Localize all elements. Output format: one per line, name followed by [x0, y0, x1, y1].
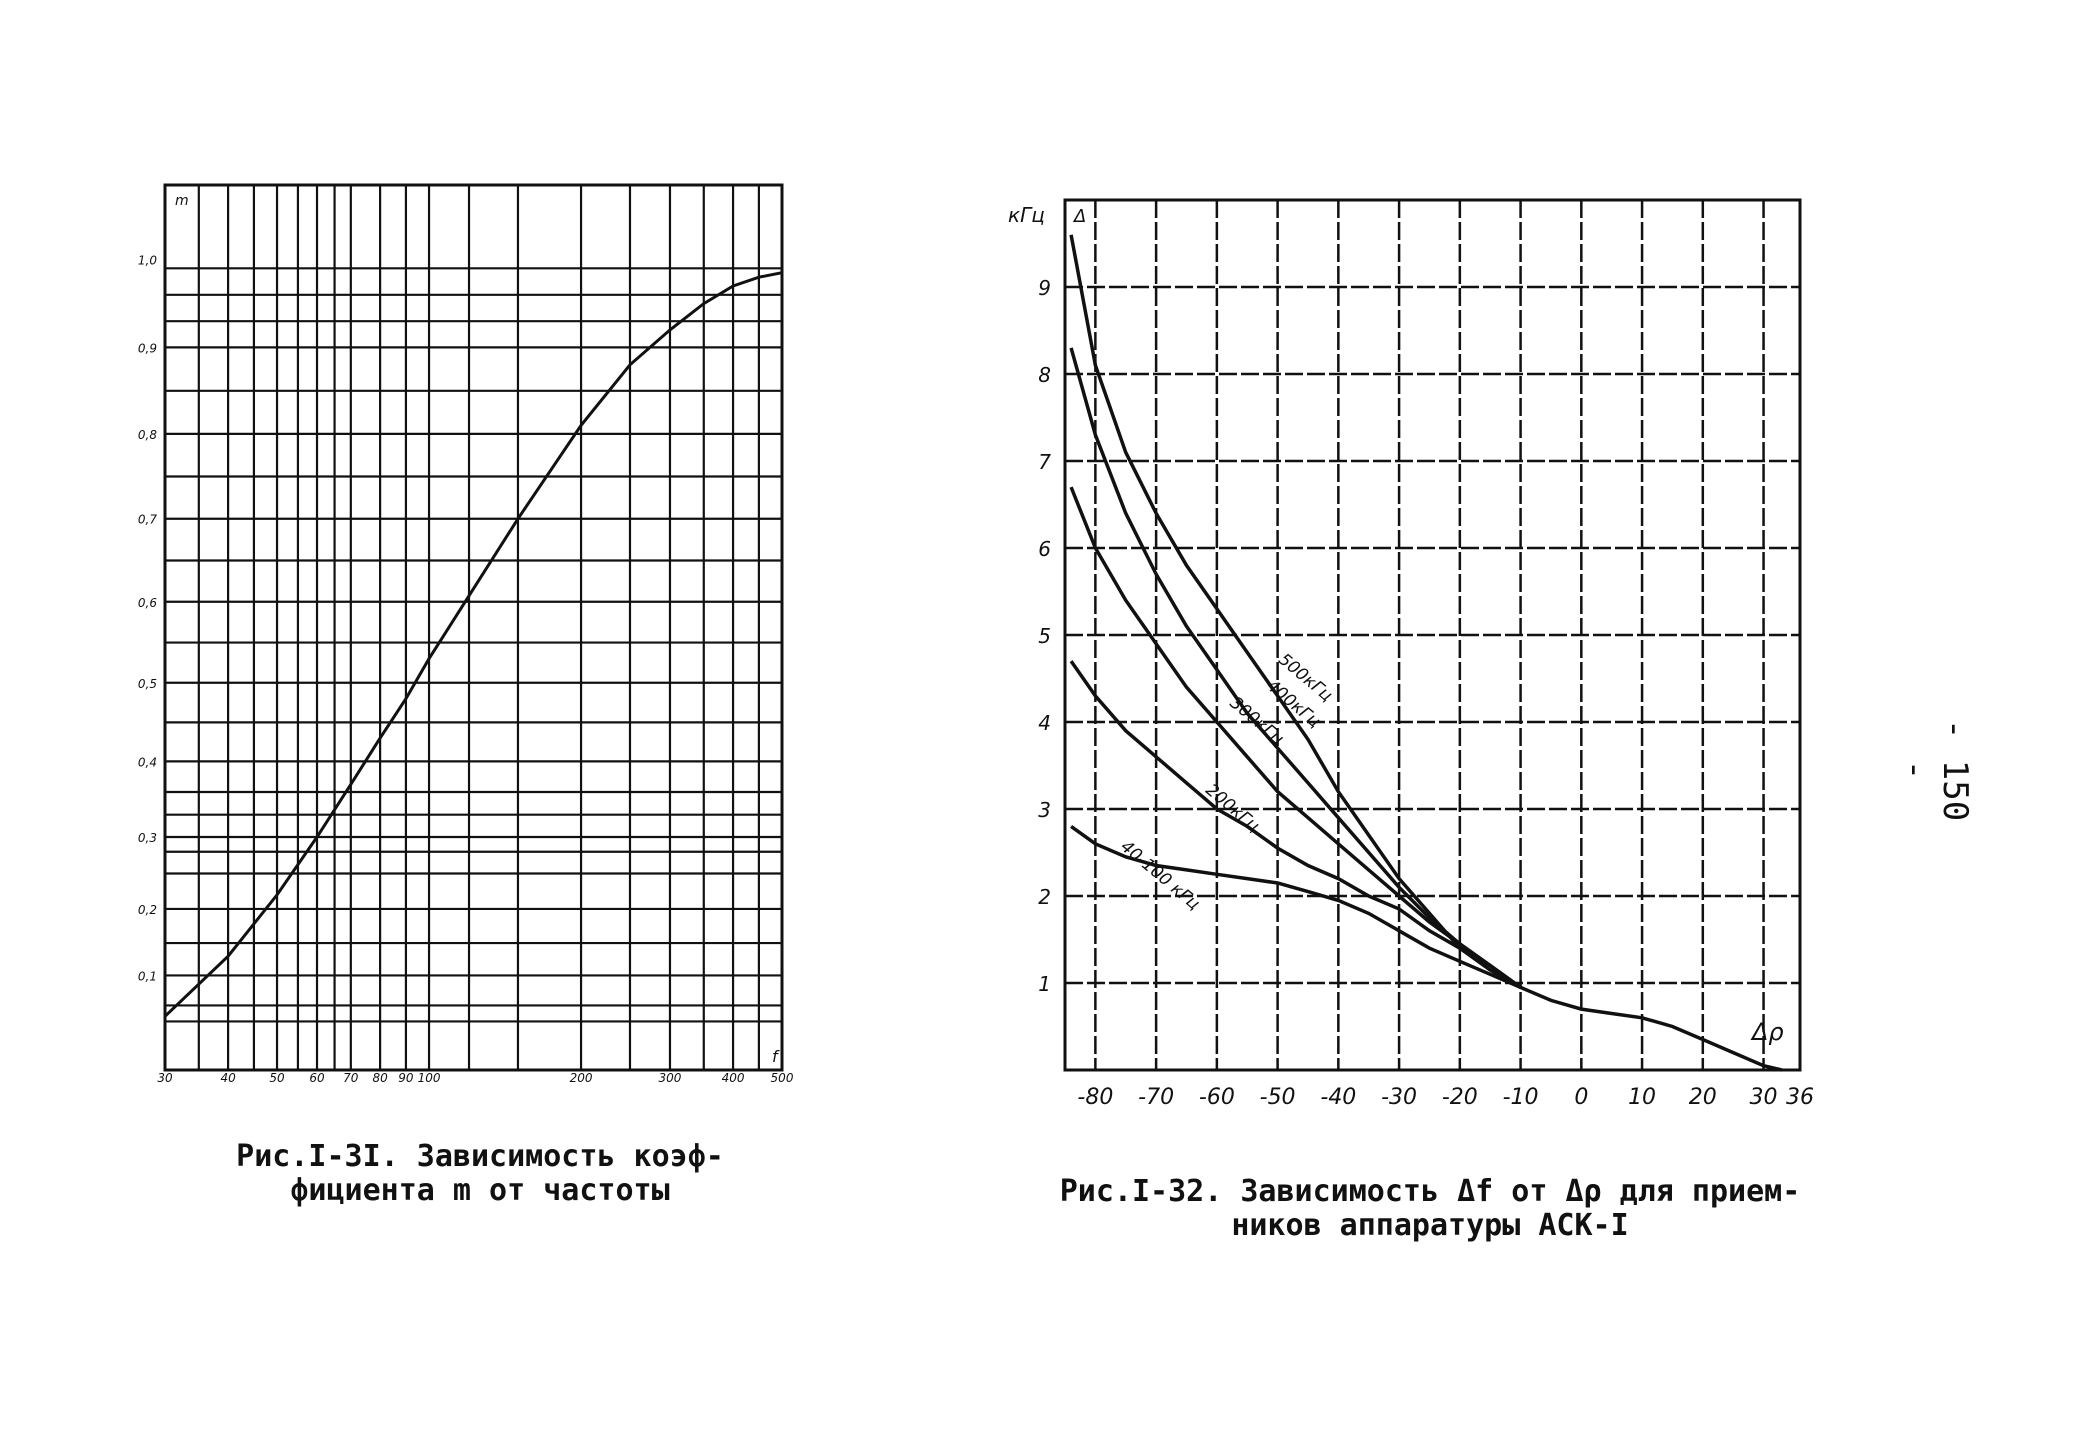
- right-caption-line-2: ников аппаратуры АСК-I: [1231, 1208, 1629, 1243]
- left-y-ticks: 1,0 0,9 0,8 0,7 0,6 0,5 0,4 0,3 0,2 0,1: [138, 253, 157, 983]
- left-y-tick-label: 0,9: [138, 341, 157, 355]
- left-grid: [163, 185, 784, 1070]
- right-x-ticks: -80 -70 -60 -50 -40 -30 -20 -10 0 10 20 30 36: [1077, 1085, 1814, 1110]
- right-y-axis-sub-label: Δ: [1072, 206, 1086, 227]
- right-y-tick-label: 5: [1038, 624, 1051, 648]
- left-x-tick-label: 50: [269, 1071, 285, 1085]
- right-x-tick-label: -10: [1503, 1085, 1539, 1110]
- right-x-tick-label: 30: [1750, 1085, 1778, 1110]
- left-y-axis-label: m: [175, 193, 189, 209]
- left-y-tick-label: 0,8: [138, 428, 157, 442]
- left-y-tick-label: 0,6: [138, 596, 157, 610]
- right-y-tick-label: 6: [1038, 537, 1051, 561]
- chart-m-vs-frequency: 1,0 0,9 0,8 0,7 0,6 0,5 0,4 0,3 0,2 0,1 30 40 50 60 7…: [138, 183, 794, 1085]
- right-series-line-4: [1070, 824, 1522, 990]
- left-x-tick-label: 500: [771, 1071, 794, 1085]
- left-caption: Рис.I-3I. Зависимость коэф- фициента m о…: [180, 1140, 780, 1208]
- left-x-tick-label: 300: [659, 1071, 682, 1085]
- left-y-tick-label: 0,7: [138, 513, 157, 527]
- left-x-tick-label: 400: [722, 1071, 745, 1085]
- right-y-tick-label: 1: [1038, 972, 1051, 996]
- left-x-tick-label: 80: [372, 1071, 388, 1085]
- left-x-tick-label: 200: [570, 1071, 593, 1085]
- left-x-tick-label: 90: [398, 1071, 414, 1085]
- right-y-tick-label: 3: [1038, 798, 1051, 822]
- right-caption-line-1: Рис.I-32. Зависимость Δf от Δρ для прием…: [1059, 1174, 1801, 1209]
- right-y-tick-label: 9: [1038, 276, 1051, 300]
- right-x-tick-label: -30: [1381, 1085, 1417, 1110]
- right-x-tick-label: -40: [1320, 1085, 1356, 1110]
- left-x-tick-label: 70: [343, 1071, 359, 1085]
- right-y-axis-label: кГц: [1008, 203, 1045, 227]
- left-y-tick-label: 1,0: [138, 253, 157, 267]
- right-x-tick-label: -60: [1199, 1085, 1235, 1110]
- right-x-axis-label: Δρ: [1750, 1018, 1784, 1046]
- left-plot-frame: [163, 183, 784, 1072]
- right-x-tick-label: -70: [1138, 1085, 1174, 1110]
- right-y-tick-label: 4: [1038, 711, 1051, 735]
- right-caption: Рис.I-32. Зависимость Δf от Δρ для прием…: [990, 1175, 1870, 1243]
- left-caption-line-1: Рис.I-3I. Зависимость коэф-: [236, 1139, 724, 1174]
- right-y-ticks: 1 2 3 4 5 6 7 8 9: [1038, 276, 1051, 996]
- right-series-label-4: 40-100 кГц: [1116, 837, 1203, 915]
- left-x-tick-label: 60: [309, 1071, 325, 1085]
- right-y-tick-label: 2: [1038, 885, 1051, 909]
- left-x-tick-label: 100: [418, 1071, 441, 1085]
- left-y-tick-label: 0,2: [138, 903, 157, 917]
- left-series-line: [163, 271, 783, 1018]
- right-x-tick-label: 20: [1689, 1085, 1717, 1110]
- right-x-tick-label: -50: [1260, 1085, 1296, 1110]
- left-x-axis-label: f: [772, 1047, 780, 1066]
- right-series-line-2: [1069, 486, 1522, 989]
- right-y-tick-label: 8: [1038, 363, 1051, 387]
- right-x-tick-label: -20: [1442, 1085, 1478, 1110]
- right-x-tick-label: 36: [1786, 1085, 1814, 1110]
- left-y-tick-label: 0,1: [138, 969, 157, 983]
- left-caption-line-2: фициента m от частоты: [290, 1173, 670, 1208]
- right-y-tick-label: 7: [1038, 450, 1051, 474]
- left-x-ticks: 30 40 50 60 70 80 90 100 200 300 400 500: [157, 1071, 793, 1085]
- left-x-tick-label: 30: [157, 1071, 173, 1085]
- left-y-tick-label: 0,5: [138, 677, 157, 691]
- right-series-line-3: [1069, 660, 1522, 989]
- right-series-line-0: [1069, 234, 1783, 1072]
- left-y-tick-label: 0,4: [138, 755, 157, 769]
- page-number: - 150 -: [1895, 718, 1975, 822]
- right-x-tick-label: 0: [1574, 1085, 1588, 1110]
- right-grid: [1065, 200, 1800, 1070]
- left-x-tick-label: 40: [220, 1071, 236, 1085]
- right-x-tick-label: -80: [1077, 1085, 1113, 1110]
- right-x-tick-label: 10: [1628, 1085, 1656, 1110]
- left-y-tick-label: 0,3: [138, 831, 157, 845]
